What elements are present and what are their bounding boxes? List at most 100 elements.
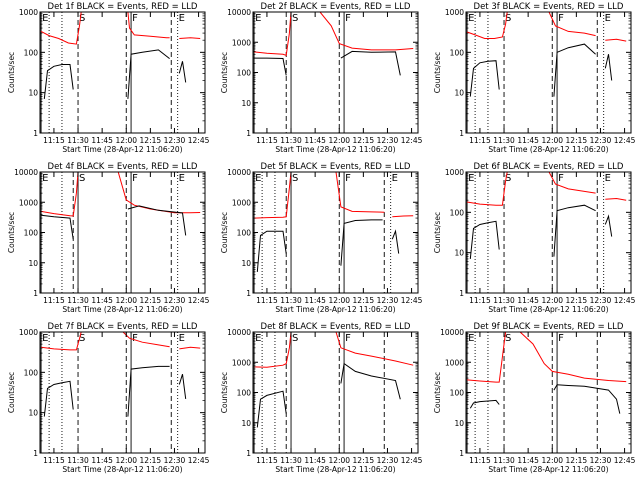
x-tick-label: 11:45 bbox=[304, 456, 326, 465]
event-marker-label: F bbox=[558, 333, 564, 344]
lld-rate-line bbox=[467, 172, 508, 206]
y-tick-label: 1000 bbox=[19, 8, 38, 17]
x-tick-label: 12:15 bbox=[140, 136, 162, 145]
x-tick-label: 12:30 bbox=[164, 136, 186, 145]
y-tick-label: 100 bbox=[24, 368, 39, 377]
y-axis-label: Counts/sec bbox=[7, 372, 16, 413]
event-rate-line bbox=[178, 374, 187, 399]
event-marker-label: F bbox=[132, 333, 138, 344]
y-axis-label: Counts/sec bbox=[7, 212, 16, 253]
x-tick-label: 12:00 bbox=[115, 296, 137, 305]
chart-title: Det 2f BLACK = Events, RED = LLD bbox=[261, 2, 411, 12]
event-marker-label: E bbox=[42, 13, 48, 24]
event-rate-line bbox=[553, 204, 596, 257]
event-marker-label: F bbox=[345, 333, 351, 344]
x-tick-label: 11:30 bbox=[280, 456, 302, 465]
lld-rate-line bbox=[40, 12, 82, 45]
x-tick-label: 12:45 bbox=[188, 296, 210, 305]
y-tick-label: 1000 bbox=[445, 8, 464, 17]
event-marker-label: F bbox=[132, 173, 138, 184]
event-marker-label: E bbox=[255, 173, 261, 184]
event-marker-label: E bbox=[605, 173, 611, 184]
x-tick-label: 12:15 bbox=[566, 296, 588, 305]
lld-rate-line bbox=[41, 172, 79, 217]
x-tick-label: 12:15 bbox=[140, 296, 162, 305]
y-axis-label: Counts/sec bbox=[7, 52, 16, 93]
event-rate-line bbox=[127, 365, 170, 417]
x-tick-label: 11:15 bbox=[256, 136, 278, 145]
x-tick-label: 11:30 bbox=[67, 296, 89, 305]
y-tick-label: 100 bbox=[450, 48, 465, 57]
event-rate-line bbox=[604, 214, 613, 237]
y-tick-label: 1 bbox=[459, 289, 464, 298]
x-tick-label: 11:15 bbox=[256, 296, 278, 305]
x-tick-label: 12:00 bbox=[541, 136, 563, 145]
event-marker-label: S bbox=[79, 173, 85, 184]
y-tick-label: 100 bbox=[237, 229, 252, 238]
chart-title: Det 7f BLACK = Events, RED = LLD bbox=[48, 322, 198, 332]
event-marker-label: E bbox=[255, 333, 261, 344]
x-tick-label: 11:30 bbox=[280, 136, 302, 145]
plot-frame bbox=[39, 11, 206, 134]
y-tick-label: 100 bbox=[450, 208, 465, 217]
lld-rate-line bbox=[519, 332, 627, 383]
y-axis-label: Counts/sec bbox=[433, 212, 442, 253]
chart-title: Det 1f BLACK = Events, RED = LLD bbox=[48, 2, 198, 12]
x-tick-label: 11:45 bbox=[517, 136, 539, 145]
x-tick-label: 11:45 bbox=[304, 296, 326, 305]
event-marker-label: S bbox=[292, 333, 298, 344]
event-rate-line bbox=[127, 205, 187, 236]
y-tick-label: 10 bbox=[454, 89, 464, 98]
x-tick-label: 12:30 bbox=[377, 136, 399, 145]
y-axis-label: Counts/sec bbox=[433, 52, 442, 93]
x-tick-label: 11:45 bbox=[517, 456, 539, 465]
event-marker-label: E bbox=[392, 173, 398, 184]
x-tick-label: 12:45 bbox=[614, 296, 636, 305]
x-tick-label: 11:30 bbox=[67, 456, 89, 465]
y-tick-label: 1 bbox=[246, 449, 251, 458]
x-tick-label: 11:45 bbox=[91, 136, 113, 145]
chart-title: Det 6f BLACK = Events, RED = LLD bbox=[474, 162, 624, 172]
y-axis-label: Counts/sec bbox=[220, 212, 229, 253]
event-marker-label: E bbox=[179, 13, 185, 24]
event-rate-line bbox=[43, 64, 74, 99]
x-tick-label: 11:30 bbox=[493, 136, 515, 145]
event-rate-line bbox=[391, 229, 400, 254]
x-tick-label: 12:15 bbox=[353, 296, 375, 305]
x-tick-label: 12:30 bbox=[377, 296, 399, 305]
y-tick-label: 1 bbox=[33, 449, 38, 458]
event-marker-label: E bbox=[42, 173, 48, 184]
event-rate-line bbox=[254, 57, 287, 76]
y-tick-label: 1000 bbox=[232, 358, 251, 367]
x-axis-label: Start Time (28-Apr-12 11:06:20) bbox=[488, 465, 608, 474]
event-marker-label: F bbox=[558, 13, 564, 24]
x-tick-label: 12:00 bbox=[541, 456, 563, 465]
x-tick-label: 12:00 bbox=[328, 296, 350, 305]
event-marker-label: F bbox=[345, 13, 351, 24]
lld-rate-line bbox=[41, 332, 82, 351]
event-rate-line bbox=[340, 219, 383, 266]
lld-rate-line bbox=[605, 38, 627, 42]
series-group bbox=[41, 172, 201, 240]
chart-title: Det 3f BLACK = Events, RED = LLD bbox=[474, 2, 624, 12]
y-axis-label: Counts/sec bbox=[220, 52, 229, 93]
x-tick-label: 12:00 bbox=[115, 456, 137, 465]
chart-title: Det 9f BLACK = Events, RED = LLD bbox=[474, 322, 624, 332]
x-tick-label: 12:30 bbox=[590, 296, 612, 305]
x-tick-label: 12:45 bbox=[614, 456, 636, 465]
lld-rate-line bbox=[335, 332, 414, 366]
x-tick-label: 11:30 bbox=[67, 136, 89, 145]
event-marker-label: E bbox=[179, 333, 185, 344]
event-rate-line bbox=[469, 399, 500, 409]
x-axis-label: Start Time (28-Apr-12 11:06:20) bbox=[275, 145, 395, 154]
x-tick-label: 12:15 bbox=[353, 456, 375, 465]
x-tick-label: 11:15 bbox=[43, 296, 65, 305]
x-tick-label: 12:45 bbox=[401, 456, 423, 465]
x-axis-label: Start Time (28-Apr-12 11:06:20) bbox=[488, 305, 608, 314]
